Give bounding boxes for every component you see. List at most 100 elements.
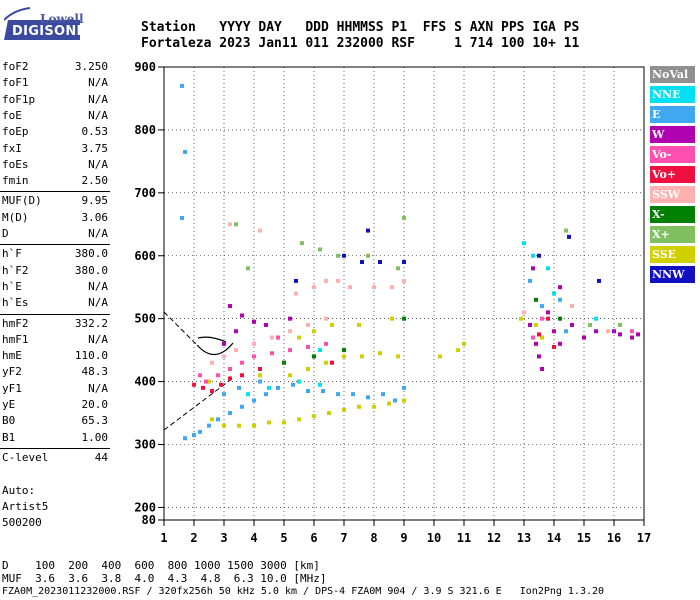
echo-point (258, 228, 262, 233)
param-value: N/A (88, 381, 108, 395)
param-name: h`Es (2, 296, 29, 310)
echo-point (438, 354, 442, 359)
x-tick-label: 5 (280, 531, 287, 545)
legend-item: W (650, 126, 695, 143)
echo-point (360, 354, 364, 359)
trace-solid (196, 336, 234, 356)
param-name: D (2, 227, 9, 240)
echo-point (372, 285, 376, 290)
echo-point (288, 373, 292, 378)
param-row: h`F2 380.0 (0, 264, 108, 280)
param-name: fmin (2, 174, 29, 188)
echo-point (306, 367, 310, 371)
echo-point (456, 348, 460, 353)
auto-version: 500200 (2, 516, 42, 529)
echo-point (222, 423, 226, 428)
y-tick-label: 200 (134, 500, 156, 514)
ionogram-plot: 1 2 3 4 5 6 7 8 9 10 11 12 13 14 15 16 17802003004005006… (134, 60, 651, 545)
echo-point (396, 266, 400, 271)
echo-point (252, 341, 256, 346)
echo-point (324, 316, 328, 321)
echo-point (228, 222, 232, 227)
echo-point (288, 316, 292, 321)
echo-point (540, 335, 544, 340)
echo-point (357, 404, 361, 409)
echo-point (267, 420, 271, 425)
legend-item: SSW (650, 186, 695, 203)
echo-point (180, 83, 184, 88)
echo-point (357, 322, 361, 327)
param-name: yF2 (2, 365, 22, 379)
echo-point (618, 322, 622, 327)
echo-point (294, 291, 298, 296)
param-row: yF2 48.3 (0, 365, 108, 381)
echo-point (564, 329, 568, 334)
echo-point (351, 392, 355, 397)
series-x- (234, 216, 622, 327)
param-value: 65.3 (81, 414, 109, 428)
echo-point (534, 322, 538, 327)
echo-point (264, 322, 268, 327)
echo-point (636, 332, 640, 337)
echo-point (336, 278, 340, 283)
echo-point (282, 420, 286, 425)
param-row: C-level 44 (0, 451, 108, 467)
param-name: yE (2, 398, 16, 411)
echo-point (531, 266, 535, 271)
y-tick-label: 400 (134, 375, 156, 389)
echo-point (204, 379, 208, 384)
echo-point (300, 241, 304, 246)
echo-point (402, 385, 406, 390)
x-tick-label: 17 (637, 531, 651, 545)
echo-point (270, 335, 274, 340)
echo-point (522, 241, 526, 246)
echo-point (270, 351, 274, 356)
echo-point (570, 304, 574, 309)
y-tick-label: 700 (134, 186, 156, 200)
param-value: N/A (88, 157, 108, 171)
echo-point (567, 234, 571, 239)
echo-point (312, 414, 316, 419)
param-value: 1.00 (81, 430, 109, 444)
echo-point (342, 253, 346, 258)
echo-point (240, 313, 244, 318)
param-separator (0, 447, 110, 449)
echo-point (462, 341, 466, 346)
echo-point (237, 423, 241, 428)
param-value: 2.50 (81, 174, 109, 188)
param-value: N/A (88, 296, 108, 310)
series-e (180, 83, 592, 441)
x-tick-label: 16 (607, 531, 621, 545)
legend: NoVal NNE E W Vo- Vo+ SSW X- X+ SSE NNW (650, 66, 697, 286)
echo-point (390, 316, 394, 321)
echo-point (393, 398, 397, 403)
echo-point (390, 285, 394, 290)
auto-label: Auto: (2, 484, 36, 497)
y-tick-label: 80 (142, 513, 156, 527)
auto-artist: Artist5 (2, 500, 49, 513)
echo-point (198, 373, 202, 378)
param-row: hmF2 332.2 (0, 317, 108, 333)
echo-point (546, 310, 550, 315)
echo-point (594, 329, 598, 334)
echo-point (306, 322, 310, 327)
echo-point (348, 285, 352, 290)
y-tick-label: 900 (134, 60, 156, 74)
echo-point (306, 389, 310, 394)
param-row: D N/A (0, 227, 108, 243)
param-row: foEs N/A (0, 158, 108, 174)
echo-point (342, 348, 346, 353)
series-vo- (198, 316, 634, 384)
param-row: M(D) 3.06 (0, 211, 108, 227)
echo-point (216, 417, 220, 422)
echo-point (222, 392, 226, 397)
echo-point (318, 382, 322, 387)
echo-point (324, 360, 328, 365)
param-value: N/A (88, 76, 108, 90)
param-name: hmF2 (2, 316, 29, 330)
legend-item: Vo- (650, 146, 695, 163)
echo-point (537, 332, 541, 337)
echo-point (228, 411, 232, 416)
echo-point (216, 373, 220, 378)
echo-point (564, 228, 568, 233)
